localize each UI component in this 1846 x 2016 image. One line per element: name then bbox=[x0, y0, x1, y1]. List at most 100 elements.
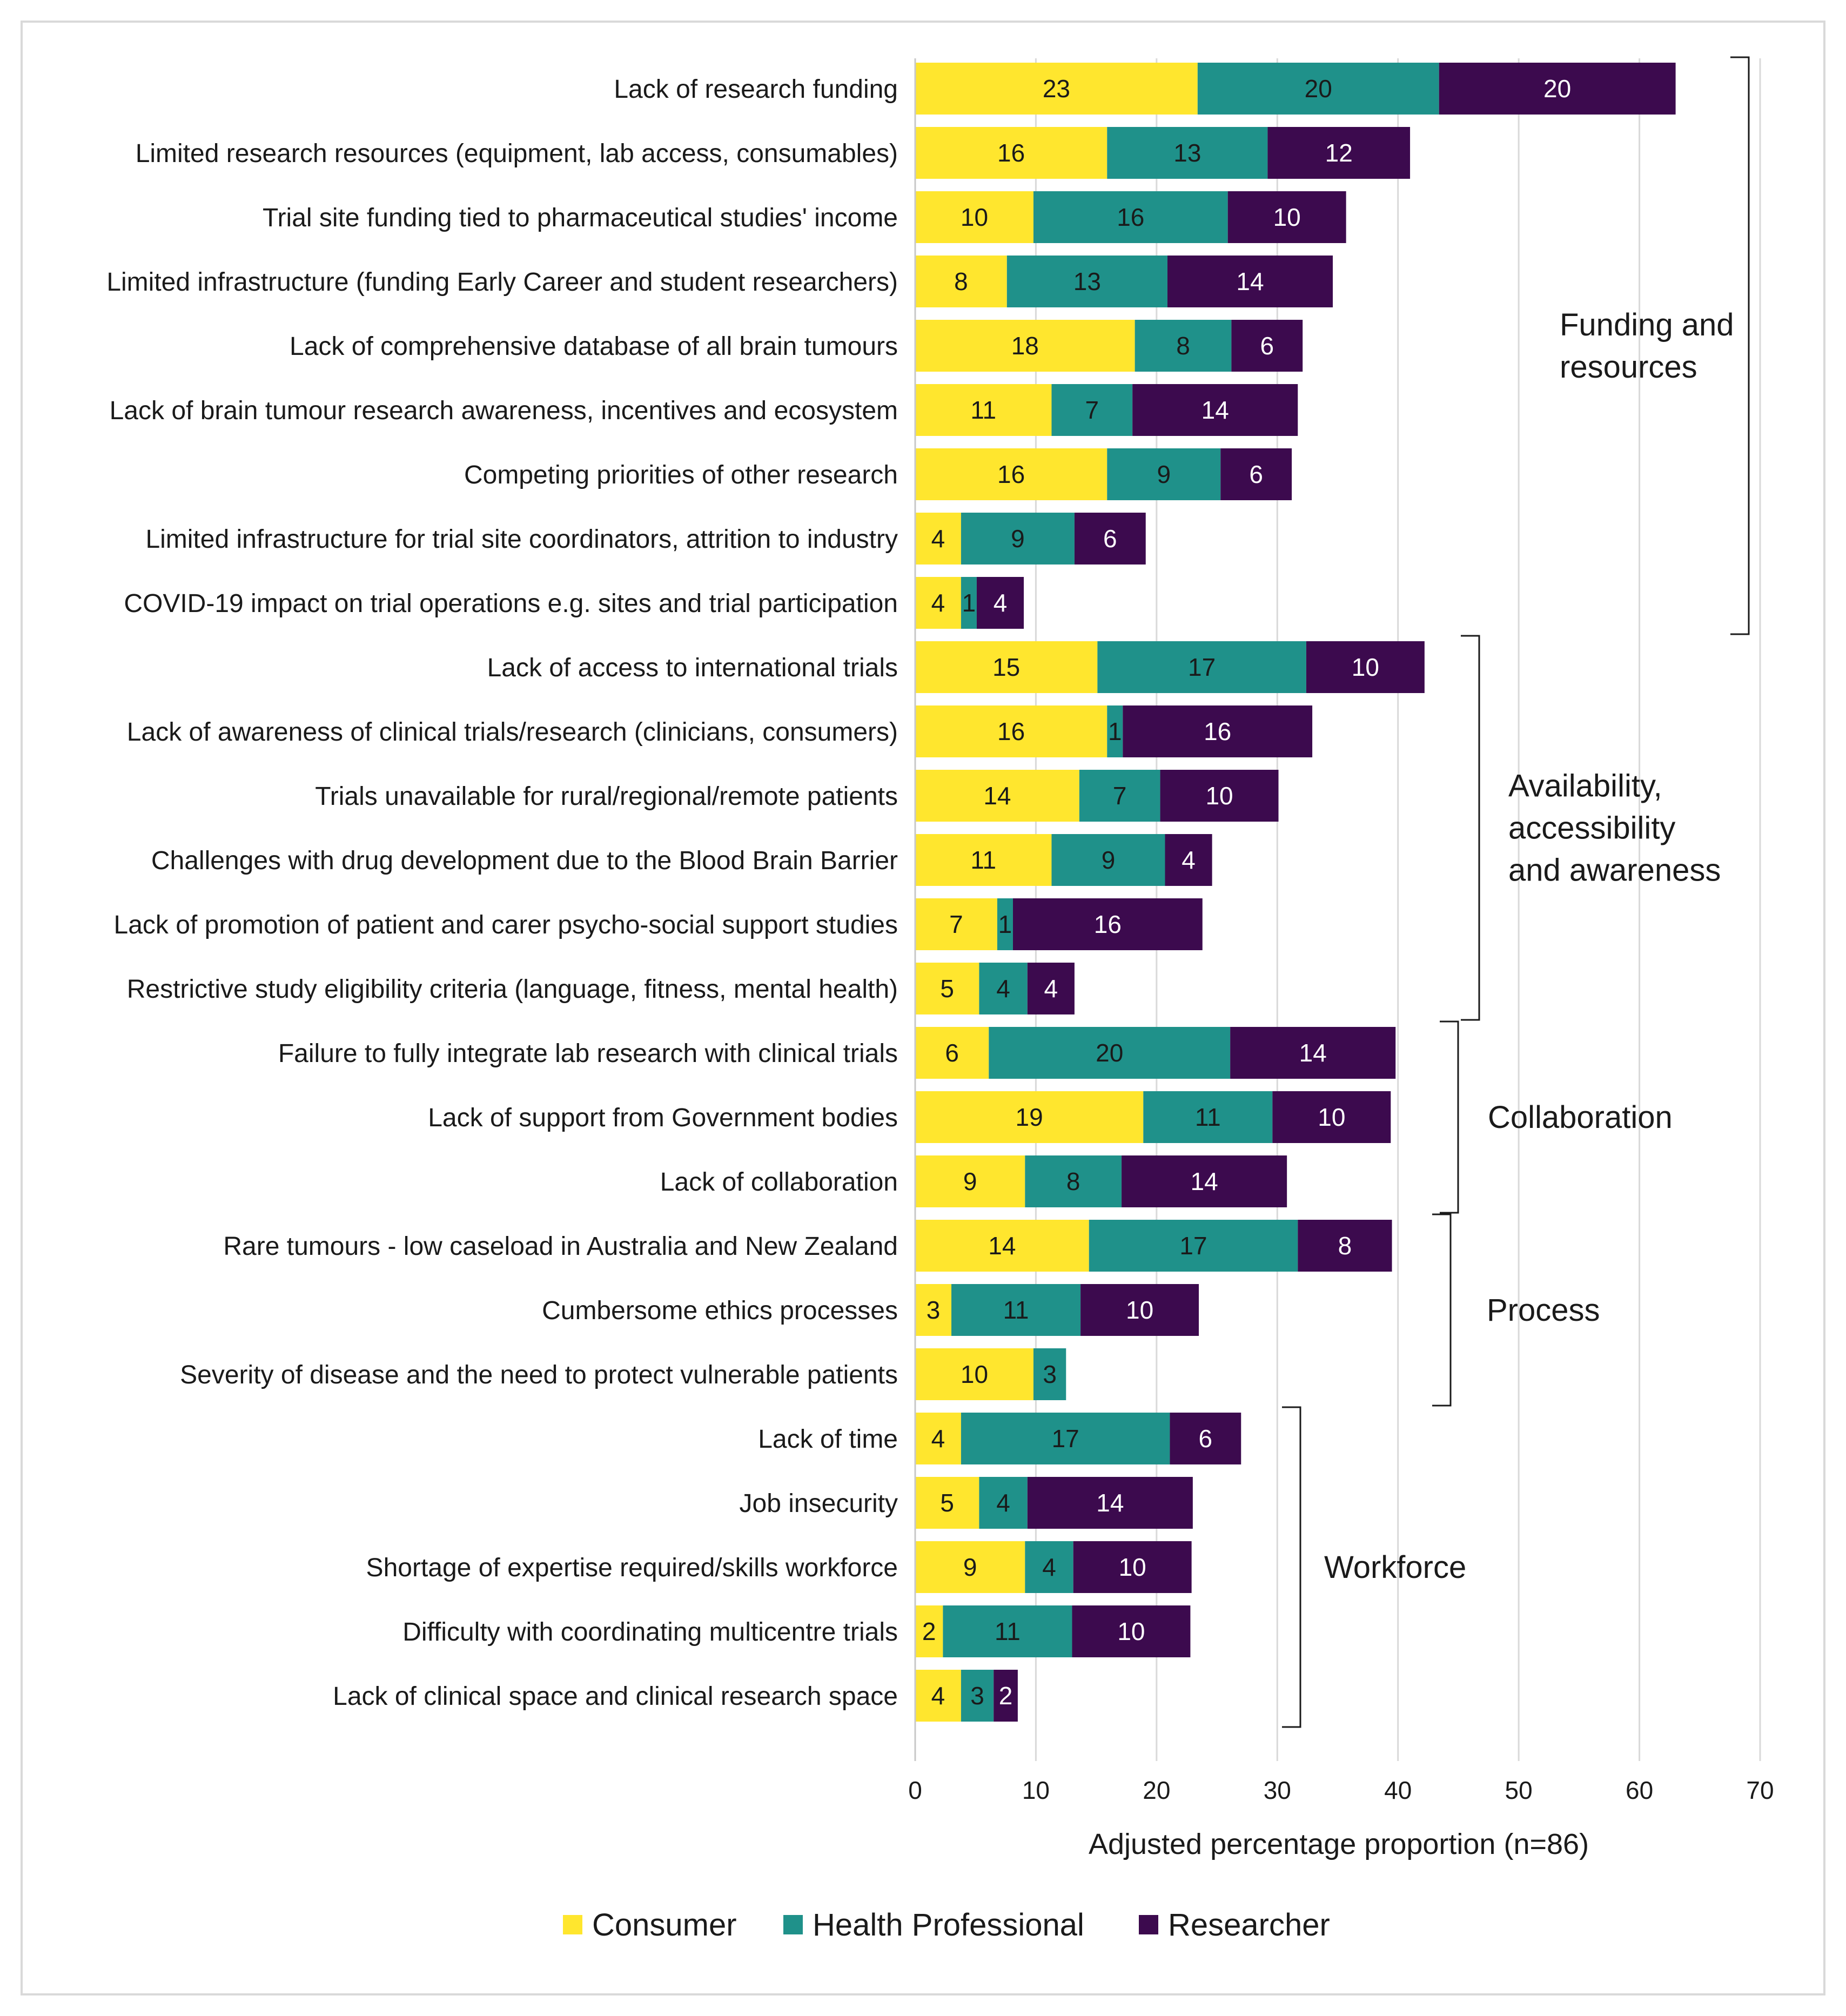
bar-data-label: 14 bbox=[1191, 1167, 1218, 1195]
bar-segment bbox=[915, 1413, 961, 1464]
bar-segment bbox=[915, 705, 1107, 757]
legend: Consumer Health Professional Researcher bbox=[563, 1907, 1330, 1943]
legend-label: Consumer bbox=[592, 1907, 737, 1943]
bar-segment bbox=[915, 191, 1033, 243]
x-tick-label: 70 bbox=[1746, 1776, 1774, 1804]
group-bracket bbox=[1282, 1406, 1301, 1728]
bar-data-label: 4 bbox=[1044, 975, 1058, 1003]
bar-segment bbox=[1143, 1091, 1273, 1143]
bar-segment bbox=[915, 1477, 979, 1529]
bar-data-label: 9 bbox=[963, 1167, 977, 1195]
bar-data-label: 23 bbox=[1043, 75, 1070, 103]
bar-segment bbox=[979, 1477, 1028, 1529]
group-label: and awareness bbox=[1508, 853, 1721, 888]
bar-segment bbox=[915, 963, 979, 1014]
bar-segment bbox=[1135, 320, 1232, 372]
category-label: Failure to fully integrate lab research … bbox=[278, 1039, 898, 1068]
bar-segment bbox=[915, 320, 1135, 372]
bar-data-label: 11 bbox=[970, 846, 996, 874]
x-tick-labels: 0 10 20 30 40 50 60 70 bbox=[908, 1776, 1774, 1804]
bar-segment bbox=[1080, 1284, 1199, 1336]
category-label: Lack of access to international trials bbox=[487, 654, 898, 682]
bar-data-label: 1 bbox=[962, 589, 976, 617]
bar-data-label: 7 bbox=[949, 910, 963, 938]
group-label: Workforce bbox=[1324, 1550, 1466, 1585]
bar-segment bbox=[1227, 191, 1346, 243]
bar-data-label: 16 bbox=[997, 717, 1025, 745]
category-label: Trial site funding tied to pharmaceutica… bbox=[263, 204, 898, 232]
bar-data-label: 9 bbox=[963, 1553, 977, 1581]
bar-segment bbox=[1033, 1348, 1066, 1400]
bar-segment bbox=[1012, 898, 1203, 950]
bar-data-label: 1 bbox=[998, 910, 1012, 938]
bar-segment bbox=[1132, 384, 1298, 436]
bar-segment bbox=[976, 577, 1024, 629]
bar-segment bbox=[989, 1027, 1231, 1079]
bar-data-label: 19 bbox=[1016, 1103, 1043, 1131]
bar-segment bbox=[915, 1155, 1025, 1207]
bar-segment bbox=[915, 898, 997, 950]
group-label: Availability, bbox=[1508, 769, 1662, 804]
bar-data-label: 14 bbox=[1201, 396, 1229, 424]
legend-swatch bbox=[1139, 1915, 1158, 1934]
bar-segment bbox=[915, 127, 1107, 179]
bar-data-label: 3 bbox=[1043, 1360, 1057, 1388]
bar-segment bbox=[1439, 63, 1676, 115]
bar-segment bbox=[943, 1605, 1072, 1657]
bar-segment bbox=[1025, 1541, 1073, 1593]
bar-segment bbox=[915, 448, 1107, 500]
category-label: Rare tumours - low caseload in Australia… bbox=[223, 1232, 898, 1261]
bar-data-label: 4 bbox=[931, 589, 945, 617]
x-tick-label: 40 bbox=[1384, 1776, 1412, 1804]
group-bracket bbox=[1461, 635, 1480, 1021]
bar-data-label: 17 bbox=[1188, 653, 1216, 681]
bar-data-label: 9 bbox=[1157, 460, 1171, 488]
bar-data-label: 16 bbox=[997, 139, 1025, 167]
category-label: Restrictive study eligibility criteria (… bbox=[127, 975, 898, 1004]
bar-segment bbox=[915, 1541, 1025, 1593]
bar-data-label: 7 bbox=[1085, 396, 1099, 424]
category-label: Limited infrastructure (funding Early Ca… bbox=[106, 268, 898, 297]
category-label: Trials unavailable for rural/regional/re… bbox=[315, 782, 898, 811]
bar-segment bbox=[1079, 770, 1160, 822]
legend-swatch bbox=[563, 1915, 582, 1934]
category-label: Lack of promotion of patient and carer p… bbox=[114, 911, 898, 939]
bar-segment bbox=[915, 1670, 961, 1722]
bar-segment bbox=[915, 1284, 952, 1336]
x-tick-label: 0 bbox=[908, 1776, 922, 1804]
bar-data-label: 17 bbox=[1052, 1424, 1079, 1453]
x-tick-label: 50 bbox=[1505, 1776, 1533, 1804]
group-label: Collaboration bbox=[1488, 1100, 1673, 1135]
bar-data-label: 14 bbox=[988, 1232, 1016, 1260]
bar-data-label: 8 bbox=[1066, 1167, 1080, 1195]
bar-data-label: 4 bbox=[931, 1424, 945, 1453]
bar-segment bbox=[915, 256, 1007, 307]
bar-data-label: 2 bbox=[999, 1682, 1013, 1710]
category-label: Shortage of expertise required/skills wo… bbox=[366, 1554, 898, 1582]
x-tick-label: 10 bbox=[1022, 1776, 1050, 1804]
x-tick-label: 60 bbox=[1626, 1776, 1653, 1804]
category-label: Severity of disease and the need to prot… bbox=[180, 1361, 898, 1389]
bar-segment bbox=[1167, 256, 1333, 307]
bar-data-label: 4 bbox=[1182, 846, 1196, 874]
bar-segment bbox=[1025, 1155, 1122, 1207]
bar-segment bbox=[997, 898, 1013, 950]
bar-segment bbox=[915, 1027, 989, 1079]
bar-segment bbox=[1027, 1477, 1193, 1529]
bar-segment bbox=[1123, 705, 1313, 757]
bar-data-label: 13 bbox=[1173, 139, 1201, 167]
bar-data-label: 16 bbox=[1204, 717, 1231, 745]
bar-data-label: 5 bbox=[940, 1489, 954, 1517]
bar-segment bbox=[1306, 641, 1425, 693]
bar-data-label: 20 bbox=[1096, 1039, 1123, 1067]
bar-segment bbox=[915, 834, 1052, 886]
bar-data-label: 4 bbox=[1042, 1553, 1056, 1581]
bar-data-label: 12 bbox=[1325, 139, 1353, 167]
bar-segment bbox=[1051, 384, 1133, 436]
bar-data-label: 14 bbox=[1096, 1489, 1124, 1517]
category-label: Lack of support from Government bodies bbox=[428, 1104, 898, 1132]
bar-data-label: 14 bbox=[983, 782, 1011, 810]
bar-segment bbox=[1006, 256, 1167, 307]
bar-data-label: 8 bbox=[954, 267, 968, 295]
group-bracket bbox=[1440, 1020, 1459, 1214]
